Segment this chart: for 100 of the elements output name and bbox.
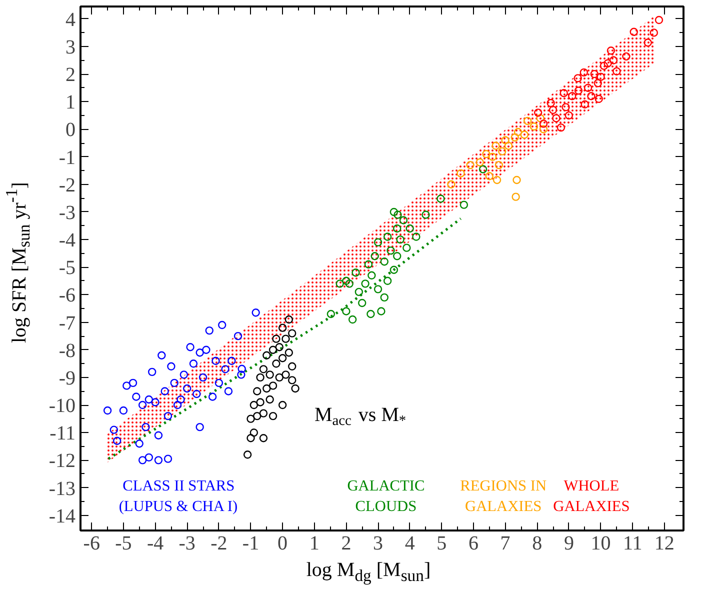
point [368, 271, 376, 280]
point [612, 67, 621, 76]
point [394, 210, 402, 219]
y-tick-label: -7 [58, 312, 76, 334]
point [198, 373, 208, 382]
x-tick-label: -2 [210, 532, 228, 554]
point [142, 422, 150, 432]
point [246, 434, 255, 442]
point [594, 94, 603, 103]
point [282, 370, 290, 379]
point [552, 114, 560, 122]
point [234, 332, 242, 340]
point [246, 414, 255, 423]
point [650, 28, 658, 37]
point [536, 114, 544, 122]
series-label: CLASS II STARS (LUPUS & CHA I) [118, 477, 238, 515]
point [253, 412, 262, 420]
point [192, 390, 201, 398]
point [456, 169, 465, 178]
point [138, 456, 147, 464]
x-tick-label: -4 [146, 532, 164, 554]
point [112, 436, 122, 445]
y-tick-label: -11 [50, 422, 76, 445]
point [256, 398, 264, 406]
y-tick-label: -5 [58, 257, 76, 280]
point [238, 364, 246, 373]
point [539, 120, 548, 128]
point [128, 378, 138, 388]
point [630, 28, 638, 36]
point [173, 400, 182, 410]
point [212, 356, 220, 365]
y-tick-label: -14 [48, 505, 76, 528]
point [476, 158, 484, 166]
x-tick-label: 4 [404, 532, 415, 554]
x-tick-label: 0 [278, 532, 288, 554]
point [562, 103, 570, 112]
point [262, 384, 271, 393]
y-tick-label: -13 [48, 478, 76, 500]
point [214, 378, 224, 388]
point [208, 392, 217, 401]
point [228, 356, 236, 365]
point [250, 400, 258, 410]
point [383, 232, 392, 241]
point [237, 370, 246, 379]
point [546, 98, 555, 108]
point [278, 324, 287, 332]
point [352, 268, 360, 277]
point [534, 108, 542, 117]
point [336, 280, 344, 288]
point [366, 310, 375, 318]
point [160, 387, 169, 396]
point [342, 276, 350, 286]
point [654, 16, 664, 24]
x-tick-label: 7 [500, 532, 510, 554]
point [504, 142, 513, 150]
point [580, 68, 588, 77]
point [282, 334, 290, 343]
point [284, 348, 294, 357]
point [259, 434, 268, 442]
point [250, 428, 258, 437]
x-tick-label: 6 [468, 532, 478, 554]
point [122, 382, 131, 390]
point [393, 224, 402, 233]
point [460, 200, 468, 209]
point [291, 384, 300, 393]
x-axis-title: log M$_{dg}$ [M$_{sun}$] [305, 558, 432, 587]
point [412, 232, 420, 241]
point [154, 456, 163, 464]
point [252, 308, 260, 317]
x-tick-label: -5 [115, 532, 132, 554]
point [284, 315, 294, 324]
point [390, 208, 398, 216]
point [196, 422, 204, 432]
point [399, 216, 408, 224]
point [119, 406, 128, 415]
text: REGIONS IN GALAXIES [460, 477, 547, 515]
point [110, 426, 118, 434]
point [383, 276, 392, 286]
point [539, 125, 548, 134]
point [186, 343, 194, 352]
y-tick-label: -8 [58, 340, 76, 362]
point [498, 147, 506, 156]
point [644, 38, 652, 47]
y-tick-label: -3 [58, 202, 76, 224]
point [158, 351, 166, 360]
point [556, 123, 566, 132]
point [259, 365, 268, 374]
point [221, 365, 230, 374]
point [268, 346, 278, 354]
point [148, 368, 156, 376]
point [402, 244, 411, 252]
point [370, 252, 379, 260]
point [512, 176, 521, 184]
point [224, 387, 233, 396]
point [259, 409, 268, 418]
point [278, 354, 287, 362]
x-tick-label: 12 [654, 532, 674, 554]
x-tick-label: 5 [436, 532, 447, 554]
point [176, 395, 185, 404]
point [386, 246, 395, 255]
